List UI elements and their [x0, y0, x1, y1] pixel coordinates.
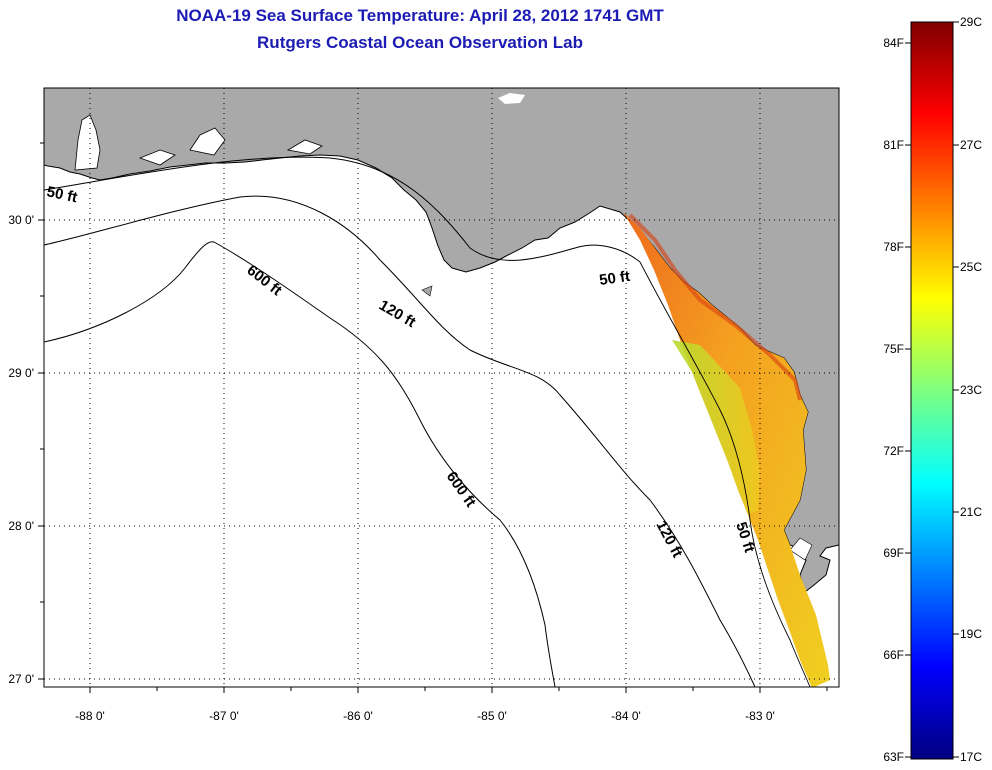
contour-label-50ft: 50 ft [598, 268, 631, 289]
colorbar-f-label: 69F [883, 546, 904, 560]
contour-label-50ft: 50 ft [45, 183, 79, 206]
contour-120ft [44, 195, 756, 687]
colorbar-f-label: 78F [883, 240, 904, 254]
colorbar-f-label: 72F [883, 444, 904, 458]
colorbar-c-label: 19C [960, 627, 982, 641]
colorbar-c-label: 27C [960, 138, 982, 152]
lon-label: -88 0' [75, 709, 105, 723]
contour-50ft-south [639, 261, 811, 687]
contour-50ft-north [44, 156, 641, 263]
map-subtitle: Rutgers Coastal Ocean Observation Lab [257, 33, 583, 52]
lon-label: -85 0' [477, 709, 507, 723]
colorbar-c-label: 21C [960, 505, 982, 519]
colorbar-c-label: 23C [960, 383, 982, 397]
colorbar-f-label: 63F [883, 750, 904, 764]
sst-swath-cool [672, 340, 760, 515]
colorbar [910, 21, 954, 760]
lon-label: -87 0' [209, 709, 239, 723]
lon-label: -86 0' [343, 709, 373, 723]
colorbar-f-label: 84F [883, 36, 904, 50]
map-title: NOAA-19 Sea Surface Temperature: April 2… [176, 6, 664, 25]
colorbar-c-label: 25C [960, 260, 982, 274]
colorbar-c-label: 29C [960, 15, 982, 29]
colorbar-f-label: 66F [883, 648, 904, 662]
lat-label: 30 0' [8, 213, 34, 227]
lon-label: -83 0' [745, 709, 775, 723]
lat-label: 29 0' [8, 366, 34, 380]
colorbar-f-label: 81F [883, 138, 904, 152]
colorbar-f-label: 75F [883, 342, 904, 356]
lat-label: 27 0' [8, 672, 34, 686]
colorbar-c-label: 17C [960, 750, 982, 764]
lon-label: -84 0' [611, 709, 641, 723]
contour-600ft [44, 241, 556, 687]
lat-label: 28 0' [8, 519, 34, 533]
